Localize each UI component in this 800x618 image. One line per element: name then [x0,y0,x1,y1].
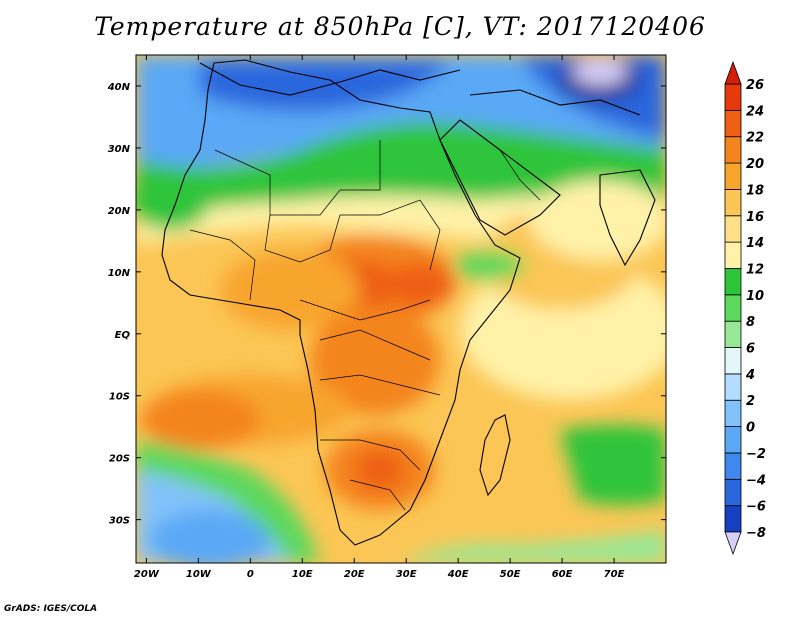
colorbar-label: 14 [746,236,764,251]
colorbar-box [724,478,742,507]
colorbar-box [724,320,742,348]
lat-tick-label: 30S [109,516,130,527]
field-congo-hot [310,305,440,415]
africa-coastline [161,59,521,546]
colorbar-label: 2 [746,394,755,409]
lon-tick-label: 20E [344,569,365,580]
colorbar-label: 20 [746,157,764,172]
map-title: Temperature at 850hPa [C], VT: 201712040… [94,12,706,41]
lat-tick-label: 20S [109,454,130,465]
coastlines [161,59,656,546]
grads-credit: GrADS: IGES/COLA [4,604,98,614]
colorbar-box [724,136,742,164]
colorbar-label: −8 [746,526,766,541]
colorbar-label: 0 [746,421,755,436]
temperature-field [136,55,666,563]
lon-tick-label: 30E [396,569,417,580]
longitude-axis: 20W 10W 0 10E 20E 30E 40E 50E 60E 70E [134,55,625,580]
colorbar-box [724,162,742,190]
colorbar-label: −4 [746,473,766,488]
lon-tick-label: 70E [604,569,625,580]
plot-frame [135,54,667,564]
colorbar-box [724,426,742,454]
colorbar-box [724,373,742,401]
colorbar-box [724,83,742,111]
field-southern-ocean-green [400,530,666,563]
colorbar-label: 12 [746,262,764,277]
colorbar-box [724,189,742,217]
colorbar-label: 18 [746,183,764,198]
colorbar-box [724,268,742,296]
lon-tick-label: 10E [292,569,313,580]
colorbar-box [724,215,742,243]
europe-coastline [199,62,461,96]
colorbar-label: 8 [746,315,755,330]
lon-tick-label: 60E [552,569,573,580]
colorbar-label: 6 [746,342,755,357]
colorbar-label: 4 [745,368,755,383]
lat-tick-label: 10N [108,268,131,279]
lon-tick-label: 20W [134,569,160,580]
colorbar-label: 16 [746,210,764,225]
colorbar-box [724,399,742,427]
latitude-axis: 40N 30N 20N 10N EQ 10S 20S 30S [107,82,666,527]
lon-tick-label: 0 [247,569,254,580]
colorbar-label: 26 [746,78,764,93]
india-coastline [599,169,656,267]
field-green-band-north [136,122,666,215]
lon-tick-label: 10W [186,569,212,580]
colorbar-box [724,109,742,138]
madagascar-coastline [479,414,511,497]
lat-tick-label: EQ [115,330,131,341]
colorbar-box [724,294,742,322]
colorbar-under-triangle [724,531,742,556]
field-se-indian-green [560,425,666,505]
arabia-coastline [439,119,561,236]
lon-tick-label: 40E [447,569,469,580]
lat-tick-label: 20N [108,206,131,217]
colorbar-box [724,452,742,480]
colorbar-over-triangle [724,60,742,85]
lat-tick-label: 40N [107,82,131,93]
lat-tick-label: 10S [109,392,130,403]
asia-coastline [469,89,641,116]
lat-tick-label: 30N [108,144,131,155]
colorbar-box [724,505,742,533]
colorbar-label: −2 [746,447,766,462]
colorbar-label: 24 [746,104,764,119]
lon-tick-label: 50E [500,569,521,580]
country-borders [189,140,541,511]
colorbar-box [724,241,742,269]
colorbar-box [724,347,742,375]
colorbar-label: 22 [746,131,764,146]
colorbar-label: 10 [746,289,764,304]
colorbar-label: −6 [746,500,766,515]
